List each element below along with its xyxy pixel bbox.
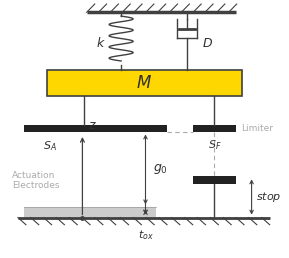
Text: $M$: $M$ [136,74,152,92]
Text: $S_F$: $S_F$ [208,138,221,152]
Bar [24,207,155,217]
Text: $z$: $z$ [88,119,97,132]
Text: $g_0$: $g_0$ [153,163,168,176]
Bar [47,70,242,96]
Text: Limiter: Limiter [242,124,274,133]
Text: $k$: $k$ [96,36,106,50]
Text: $stop$: $stop$ [256,190,281,204]
Bar [193,176,236,184]
Text: $D$: $D$ [202,37,213,50]
Text: $S_A$: $S_A$ [42,139,56,153]
Text: $t_{ox}$: $t_{ox}$ [138,228,153,241]
Text: Actuation
Electrodes: Actuation Electrodes [12,171,60,190]
Bar [193,125,236,132]
Bar [24,125,167,132]
